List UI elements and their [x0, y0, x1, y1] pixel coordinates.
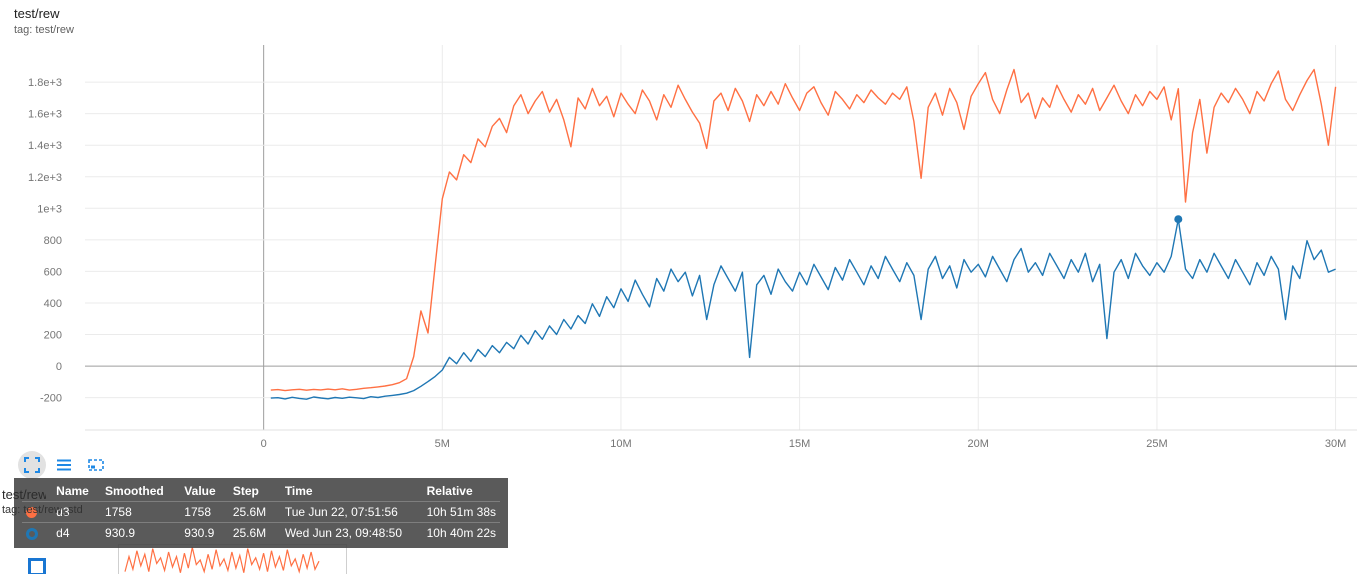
run-smoothed: 930.9	[105, 526, 136, 540]
y-tick-label: 600	[44, 266, 62, 278]
fullscreen-button[interactable]	[18, 451, 46, 479]
run-name: d3	[56, 505, 70, 519]
y-tick-label: 1.6e+3	[28, 109, 62, 121]
run-time: Tue Jun 22, 07:51:56	[284, 505, 398, 519]
y-tick-label: 1.8e+3	[28, 77, 62, 89]
chart-tooltip: Name Smoothed Value Step Time Relative d…	[14, 478, 508, 548]
x-tick-label: 25M	[1146, 438, 1167, 450]
chart-card-header: test/rew tag: test/rew	[14, 6, 74, 36]
tooltip-table: Name Smoothed Value Step Time Relative d…	[22, 480, 500, 543]
run-swatch-d3-icon	[26, 507, 37, 519]
x-tick-label: 0	[261, 438, 267, 450]
run-relative: 10h 51m 38s	[426, 505, 496, 519]
tooltip-col-relative: Relative	[426, 484, 473, 498]
tooltip-col-value: Value	[184, 484, 216, 498]
next-chart-tag: tag: test/rew_std	[2, 504, 83, 516]
fullscreen-icon	[24, 457, 40, 473]
y-tick-label: 200	[44, 330, 62, 342]
fit-domain-button[interactable]	[82, 451, 110, 479]
next-chart-area[interactable]	[118, 544, 347, 574]
run-swatch-square[interactable]	[28, 558, 46, 574]
y-tick-label: 400	[44, 298, 62, 310]
y-tick-label: 800	[44, 235, 62, 247]
y-tick-label: 1e+3	[37, 203, 62, 215]
y-tick-label: 0	[56, 361, 62, 373]
run-step: 25.6M	[232, 505, 267, 519]
run-step: 25.6M	[232, 526, 267, 540]
series-line-rew_std	[124, 547, 320, 574]
data-table-icon	[57, 459, 71, 471]
run-name: d4	[56, 526, 70, 540]
tooltip-row-d4: d4 930.9 930.9 25.6M Wed Jun 23, 09:48:5…	[22, 522, 500, 544]
next-chart-header: test/rew_std tag: test/rew_std	[2, 487, 83, 516]
run-value: 930.9	[184, 526, 215, 540]
run-relative: 10h 40m 22s	[426, 526, 496, 540]
tooltip-row-d3: d3 1758 1758 25.6M Tue Jun 22, 07:51:56 …	[22, 501, 500, 523]
hover-marker-dot	[1174, 215, 1183, 224]
run-swatch-d4-icon	[26, 527, 38, 540]
x-tick-label: 10M	[610, 438, 631, 450]
y-tick-label: -200	[40, 393, 62, 405]
chart-tag: tag: test/rew	[14, 24, 74, 36]
scalar-chart[interactable]: 0 5M 10M 15M 20M 25M 30M -200 0 200 400 600 800 1e+3 1…	[0, 0, 1358, 455]
y-tick-label: 1.4e+3	[28, 140, 62, 152]
run-smoothed: 1758	[105, 505, 132, 519]
chart-title: test/rew	[14, 6, 60, 21]
tooltip-col-step: Step	[232, 484, 259, 498]
fit-domain-icon	[88, 459, 104, 471]
data-table-button[interactable]	[50, 451, 78, 479]
x-tick-label: 5M	[435, 438, 450, 450]
chart-toolbar	[18, 451, 110, 479]
tooltip-col-smoothed: Smoothed	[105, 484, 164, 498]
run-time: Wed Jun 23, 09:48:50	[284, 526, 403, 540]
tooltip-col-name: Name	[56, 484, 89, 498]
x-tick-label: 30M	[1325, 438, 1346, 450]
tooltip-col-time: Time	[284, 484, 313, 498]
next-chart-title: test/rew_std	[2, 487, 46, 502]
y-tick-label: 1.2e+3	[28, 172, 62, 184]
run-value: 1758	[184, 505, 211, 519]
series-line-d4[interactable]	[270, 218, 1336, 400]
series-line-d3[interactable]	[270, 68, 1337, 392]
x-tick-label: 20M	[968, 438, 989, 450]
tooltip-header-row: Name Smoothed Value Step Time Relative	[22, 480, 500, 502]
next-scalar-chart[interactable]	[119, 545, 346, 574]
x-tick-label: 15M	[789, 438, 810, 450]
